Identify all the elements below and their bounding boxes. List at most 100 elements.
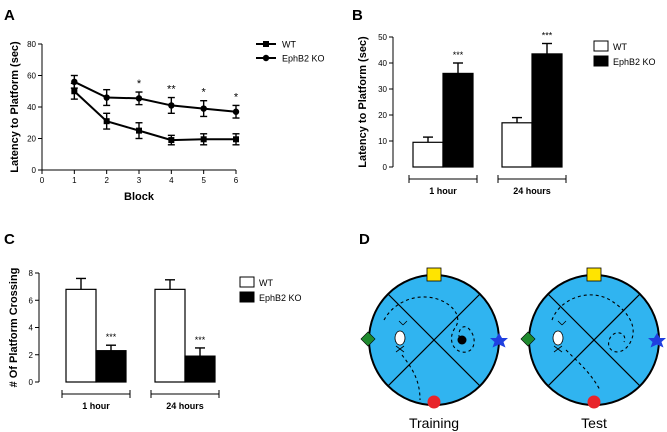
series-line-wt bbox=[73, 90, 236, 142]
legend-label: EphB2 KO bbox=[613, 57, 656, 67]
data-point-square bbox=[103, 118, 110, 125]
x-tick-label: 5 bbox=[201, 176, 206, 185]
panel-a-line-chart: 0 20 40 60 80 0 1 2 3 4 5 6 Block Latency to Platform… bbox=[9, 40, 325, 204]
data-point-circle bbox=[135, 95, 143, 102]
y-tick-label: 20 bbox=[27, 135, 36, 144]
test-swim-path bbox=[551, 294, 634, 353]
series-line-ko bbox=[73, 80, 237, 113]
significance-marker: * bbox=[137, 78, 142, 90]
training-swim-path-start bbox=[401, 354, 421, 401]
mouse-tail-icon bbox=[553, 345, 563, 353]
significance-marker: *** bbox=[195, 335, 206, 345]
data-point-circle bbox=[103, 94, 110, 101]
bar-wt bbox=[412, 141, 444, 168]
bar-wt bbox=[65, 288, 97, 383]
test-pool: Test bbox=[520, 267, 666, 431]
significance-marker: * bbox=[202, 87, 207, 99]
panel-c-bar-chart: 0 2 4 6 8 # Of Platform Crossing *** 1 hour *** 2… bbox=[8, 268, 302, 411]
mouse-icon bbox=[552, 330, 564, 346]
y-axis-label: Latency to Platform (sec) bbox=[357, 36, 369, 168]
y-tick-label: 0 bbox=[383, 163, 388, 172]
data-point-circle bbox=[232, 108, 240, 115]
y-tick-label: 20 bbox=[378, 111, 387, 120]
cue-yellow-square bbox=[586, 267, 602, 282]
data-point-square bbox=[200, 136, 207, 143]
x-tick-label: 6 bbox=[234, 176, 239, 185]
cue-yellow-square bbox=[426, 267, 442, 282]
y-tick-label: 4 bbox=[29, 324, 34, 333]
bar-wt bbox=[501, 122, 533, 168]
y-tick-label: 60 bbox=[27, 72, 36, 81]
panel-letter-c: C bbox=[4, 231, 15, 248]
panel-letter-d: D bbox=[359, 231, 370, 248]
panel-letter-b: B bbox=[352, 7, 363, 24]
arrow-down-icon bbox=[557, 320, 567, 326]
cue-red-circle bbox=[427, 395, 441, 409]
data-point-circle bbox=[200, 105, 207, 112]
arrow-down-icon bbox=[398, 320, 408, 326]
cue-red-circle bbox=[587, 395, 601, 409]
y-tick-label: 50 bbox=[378, 33, 387, 42]
test-swim-path-start bbox=[565, 349, 601, 391]
y-tick-label: 2 bbox=[29, 351, 34, 360]
x-tick-label: 0 bbox=[40, 176, 45, 185]
test-label: Test bbox=[581, 415, 607, 431]
legend-marker-circle bbox=[262, 54, 270, 62]
y-tick-label: 10 bbox=[378, 137, 387, 146]
legend-label: EphB2 KO bbox=[259, 293, 302, 303]
legend-label: WT bbox=[613, 42, 627, 52]
panel-b-bar-chart: 0 10 20 30 40 50 Latency to Platform (sec) *** 1… bbox=[357, 31, 656, 197]
y-tick-label: 40 bbox=[27, 103, 36, 112]
significance-marker: *** bbox=[542, 31, 553, 41]
x-tick-label: 4 bbox=[169, 176, 174, 185]
data-point-circle bbox=[168, 102, 175, 109]
legend-swatch bbox=[239, 276, 255, 288]
legend-label: WT bbox=[259, 278, 273, 288]
y-tick-label: 80 bbox=[27, 40, 36, 49]
training-label: Training bbox=[409, 415, 459, 431]
data-point-square bbox=[136, 127, 142, 134]
significance-marker: *** bbox=[106, 332, 117, 342]
bar-wt bbox=[154, 288, 186, 383]
data-point-square bbox=[168, 137, 175, 144]
significance-marker: *** bbox=[453, 50, 464, 60]
cue-green-diamond bbox=[520, 331, 536, 347]
y-axis-label: # Of Platform Crossing bbox=[8, 268, 20, 388]
y-tick-label: 0 bbox=[32, 166, 37, 175]
x-tick-label: 3 bbox=[137, 176, 142, 185]
panel-d-maze-diagrams: Training Test bbox=[360, 267, 666, 431]
training-pool: Training bbox=[360, 267, 508, 431]
mouse-icon bbox=[394, 330, 406, 346]
y-tick-label: 6 bbox=[29, 296, 34, 305]
hidden-platform-marker bbox=[457, 335, 467, 345]
cue-green-diamond bbox=[360, 331, 376, 347]
significance-marker: * bbox=[234, 91, 239, 103]
y-tick-label: 0 bbox=[29, 378, 34, 387]
test-quadrant-line-2 bbox=[547, 293, 641, 387]
category-label: 24 hours bbox=[513, 186, 551, 196]
bar-ko bbox=[531, 53, 563, 168]
legend-swatch bbox=[239, 291, 255, 303]
category-label: 1 hour bbox=[82, 401, 110, 411]
y-tick-label: 8 bbox=[29, 269, 34, 278]
training-quadrant-line-2 bbox=[387, 293, 481, 387]
x-tick-label: 1 bbox=[72, 176, 77, 185]
y-axis-label: Latency to Platform (sec) bbox=[9, 41, 21, 173]
legend-marker-square bbox=[263, 41, 269, 47]
x-axis-label: Block bbox=[124, 191, 155, 203]
bar-ko bbox=[442, 72, 474, 168]
bar-ko bbox=[184, 355, 216, 383]
cue-blue-star bbox=[490, 333, 508, 348]
x-tick-label: 2 bbox=[104, 176, 109, 185]
y-tick-label: 30 bbox=[378, 85, 387, 94]
bar-ko bbox=[95, 350, 127, 383]
data-point-square bbox=[71, 88, 78, 95]
panel-letter-a: A bbox=[4, 7, 15, 24]
significance-marker: ** bbox=[167, 84, 176, 96]
category-label: 24 hours bbox=[166, 401, 204, 411]
data-point-square bbox=[233, 136, 239, 143]
legend-swatch bbox=[593, 40, 609, 52]
legend-label: WT bbox=[282, 40, 296, 50]
training-swim-path bbox=[383, 296, 475, 353]
